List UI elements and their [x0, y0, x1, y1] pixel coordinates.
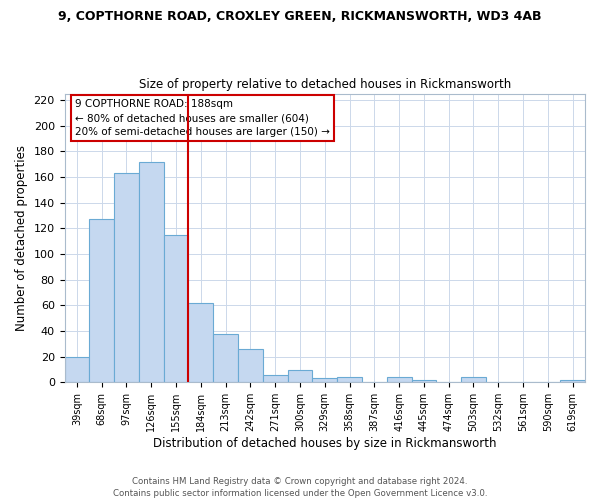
Text: Contains HM Land Registry data © Crown copyright and database right 2024.
Contai: Contains HM Land Registry data © Crown c…	[113, 476, 487, 498]
Text: 9 COPTHORNE ROAD: 188sqm
← 80% of detached houses are smaller (604)
20% of semi-: 9 COPTHORNE ROAD: 188sqm ← 80% of detach…	[75, 100, 330, 138]
Bar	[387, 377, 412, 382]
Bar	[65, 356, 89, 382]
Bar	[89, 220, 114, 382]
Bar	[461, 377, 486, 382]
Title: Size of property relative to detached houses in Rickmansworth: Size of property relative to detached ho…	[139, 78, 511, 91]
Y-axis label: Number of detached properties: Number of detached properties	[15, 145, 28, 331]
Bar	[263, 374, 287, 382]
X-axis label: Distribution of detached houses by size in Rickmansworth: Distribution of detached houses by size …	[153, 437, 497, 450]
Bar	[337, 377, 362, 382]
Bar	[238, 349, 263, 382]
Bar	[139, 162, 164, 382]
Bar	[213, 334, 238, 382]
Bar	[164, 234, 188, 382]
Bar	[287, 370, 313, 382]
Bar	[412, 380, 436, 382]
Bar	[114, 173, 139, 382]
Bar	[188, 303, 213, 382]
Bar	[560, 380, 585, 382]
Text: 9, COPTHORNE ROAD, CROXLEY GREEN, RICKMANSWORTH, WD3 4AB: 9, COPTHORNE ROAD, CROXLEY GREEN, RICKMA…	[58, 10, 542, 23]
Bar	[313, 378, 337, 382]
